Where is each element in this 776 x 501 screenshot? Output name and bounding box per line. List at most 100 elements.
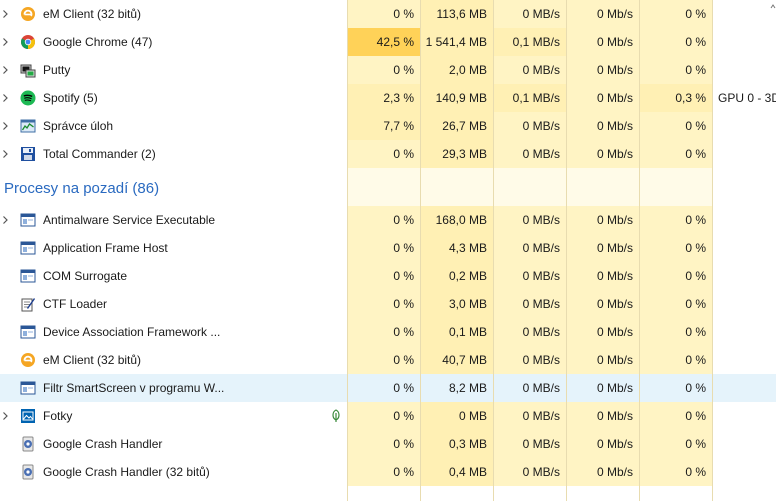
process-row[interactable]: Google Crash Handler 0 % 0,3 MB 0 MB/s 0 Mb/… xyxy=(0,430,776,458)
window-icon xyxy=(20,240,36,256)
chevron-right-icon[interactable] xyxy=(0,8,12,20)
process-row[interactable]: Správce úloh 7,7 % 26,7 MB 0 MB/s 0 Mb/s 0 % xyxy=(0,112,776,140)
mem-cell: 3,0 MB xyxy=(420,290,493,318)
process-row[interactable]: Filtr SmartScreen v programu W... 0 % 8,2 … xyxy=(0,374,776,402)
process-name: Device Association Framework ... xyxy=(43,325,221,339)
column-separator xyxy=(712,0,713,501)
column-separator xyxy=(420,0,421,501)
google-update-icon xyxy=(20,436,36,452)
cpu-cell: 0 % xyxy=(347,140,420,168)
process-name: Application Frame Host xyxy=(43,241,168,255)
gpu-cell: 0 % xyxy=(639,318,712,346)
ctf-loader-icon xyxy=(20,296,36,312)
disk-cell: 0 MB/s xyxy=(493,430,566,458)
gpu-cell: 0 % xyxy=(639,56,712,84)
gpu-cell: 0,3 % xyxy=(639,84,712,112)
window-icon xyxy=(20,212,36,228)
net-cell: 0 Mb/s xyxy=(566,430,639,458)
process-row[interactable]: Spotify (5) 2,3 % 140,9 MB 0,1 MB/s 0 Mb/s 0,… xyxy=(0,84,776,112)
background-processes-group-header[interactable]: Procesy na pozadí (86) xyxy=(0,168,776,206)
scroll-up-arrow[interactable] xyxy=(770,0,776,12)
net-cell: 0 Mb/s xyxy=(566,206,639,234)
chevron-right-icon[interactable] xyxy=(0,214,12,226)
gpu-cell: 0 % xyxy=(639,0,712,28)
cpu-cell: 2,3 % xyxy=(347,84,420,112)
process-name: Google Chrome (47) xyxy=(43,35,153,49)
column-separator xyxy=(566,0,567,501)
process-row[interactable]: Google Crash Handler (32 bitů) 0 % 0,4 MB 0… xyxy=(0,458,776,486)
mem-cell: 26,7 MB xyxy=(420,112,493,140)
gpu-cell: 0 % xyxy=(639,262,712,290)
cpu-cell: 0 % xyxy=(347,318,420,346)
process-name: eM Client (32 bitů) xyxy=(43,7,142,21)
chevron-right-icon[interactable] xyxy=(0,148,12,160)
chevron-right-icon[interactable] xyxy=(0,92,12,104)
process-name: eM Client (32 bitů) xyxy=(43,353,142,367)
gpu-cell: 0 % xyxy=(639,112,712,140)
process-name: CTF Loader xyxy=(43,297,108,311)
process-row[interactable]: Antimalware Service Executable 0 % 168,0 M… xyxy=(0,206,776,234)
process-row[interactable]: Fotky 0 % 0 MB 0 MB/s 0 Mb/s 0 % xyxy=(0,402,776,430)
mem-cell: 29,3 MB xyxy=(420,140,493,168)
chevron-right-icon[interactable] xyxy=(0,410,12,422)
net-cell: 0 Mb/s xyxy=(566,234,639,262)
photos-icon xyxy=(20,408,36,424)
cpu-cell: 0 % xyxy=(347,346,420,374)
emclient-icon xyxy=(20,6,36,22)
column-separator xyxy=(639,0,640,501)
disk-cell: 0 MB/s xyxy=(493,112,566,140)
cpu-cell: 0 % xyxy=(347,458,420,486)
net-cell: 0 Mb/s xyxy=(566,28,639,56)
group-cell xyxy=(639,168,712,206)
spotify-icon xyxy=(20,90,36,106)
task-manager-icon xyxy=(20,118,36,134)
process-list: eM Client (32 bitů) 0 % 113,6 MB 0 MB/s 0 Mb… xyxy=(0,0,776,486)
process-name: Fotky xyxy=(43,409,73,423)
cpu-cell: 0 % xyxy=(347,430,420,458)
mem-cell: 2,0 MB xyxy=(420,56,493,84)
process-row[interactable]: COM Surrogate 0 % 0,2 MB 0 MB/s 0 Mb/s 0 % xyxy=(0,262,776,290)
process-row[interactable]: Putty 0 % 2,0 MB 0 MB/s 0 Mb/s 0 % xyxy=(0,56,776,84)
process-row[interactable]: CTF Loader 0 % 3,0 MB 0 MB/s 0 Mb/s 0 % xyxy=(0,290,776,318)
gpu-cell: 0 % xyxy=(639,290,712,318)
disk-cell: 0 MB/s xyxy=(522,381,560,395)
disk-cell: 0 MB/s xyxy=(493,402,566,430)
mem-cell: 140,9 MB xyxy=(420,84,493,112)
chevron-right-icon[interactable] xyxy=(0,64,12,76)
mem-cell: 0,2 MB xyxy=(420,262,493,290)
net-cell: 0 Mb/s xyxy=(566,56,639,84)
window-icon xyxy=(20,380,36,396)
process-row[interactable]: eM Client (32 bitů) 0 % 40,7 MB 0 MB/s 0 Mb/… xyxy=(0,346,776,374)
process-name: Antimalware Service Executable xyxy=(43,213,216,227)
total-commander-icon xyxy=(20,146,36,162)
cpu-cell: 0 % xyxy=(347,0,420,28)
net-cell: 0 Mb/s xyxy=(566,402,639,430)
chevron-right-icon[interactable] xyxy=(0,120,12,132)
net-cell: 0 Mb/s xyxy=(566,112,639,140)
process-row[interactable]: eM Client (32 bitů) 0 % 113,6 MB 0 MB/s 0 Mb… xyxy=(0,0,776,28)
process-row[interactable]: Device Association Framework ... 0 % 0,1 M… xyxy=(0,318,776,346)
disk-cell: 0 MB/s xyxy=(493,262,566,290)
disk-cell: 0 MB/s xyxy=(493,206,566,234)
column-separator xyxy=(347,0,348,501)
process-name: COM Surrogate xyxy=(43,269,128,283)
disk-cell: 0 MB/s xyxy=(493,318,566,346)
disk-cell: 0,1 MB/s xyxy=(493,84,566,112)
cpu-cell: 0 % xyxy=(347,262,420,290)
process-row[interactable]: Total Commander (2) 0 % 29,3 MB 0 MB/s 0 Mb/… xyxy=(0,140,776,168)
mem-cell: 8,2 MB xyxy=(448,381,487,395)
chevron-right-icon[interactable] xyxy=(0,36,12,48)
column-separator xyxy=(493,0,494,501)
group-cell xyxy=(347,168,420,206)
putty-icon xyxy=(20,62,36,78)
net-cell: 0 Mb/s xyxy=(566,346,639,374)
net-cell: 0 Mb/s xyxy=(566,84,639,112)
cpu-cell: 0 % xyxy=(347,234,420,262)
mem-cell: 0 MB xyxy=(420,402,493,430)
cpu-cell: 0 % xyxy=(347,290,420,318)
process-row[interactable]: Application Frame Host 0 % 4,3 MB 0 MB/s 0 M… xyxy=(0,234,776,262)
group-cell xyxy=(566,168,639,206)
mem-cell: 0,3 MB xyxy=(420,430,493,458)
process-row[interactable]: Google Chrome (47) 42,5 % 1 541,4 MB 0,1 MB… xyxy=(0,28,776,56)
mem-cell: 0,1 MB xyxy=(420,318,493,346)
